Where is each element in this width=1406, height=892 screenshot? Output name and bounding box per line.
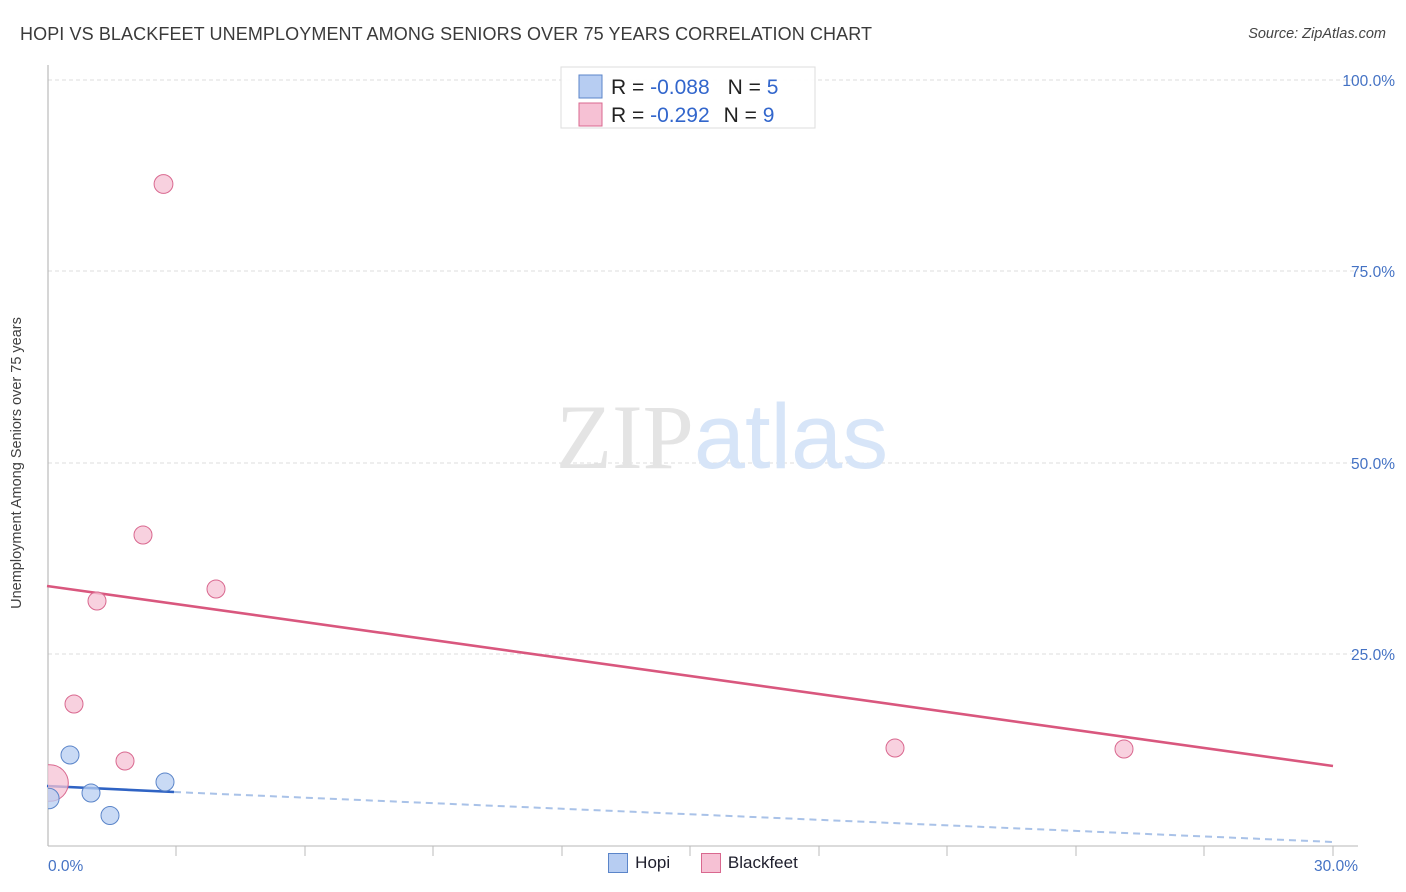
svg-text:100.0%: 100.0% xyxy=(1342,73,1395,90)
svg-text:25.0%: 25.0% xyxy=(1351,647,1395,664)
svg-text:50.0%: 50.0% xyxy=(1351,456,1395,473)
svg-text:75.0%: 75.0% xyxy=(1351,264,1395,281)
svg-text:ZIPatlas: ZIPatlas xyxy=(556,386,888,488)
